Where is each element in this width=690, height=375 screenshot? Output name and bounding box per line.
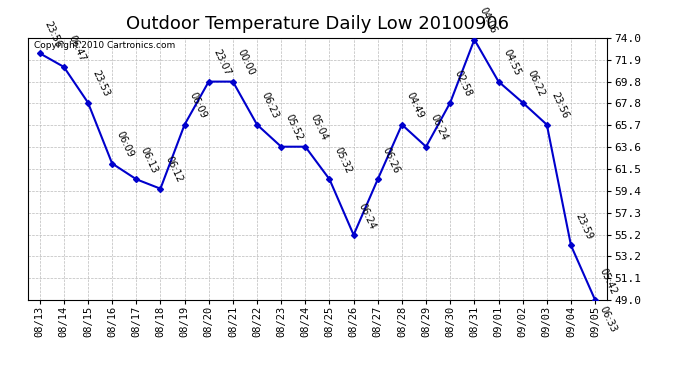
Text: 23:56: 23:56 [43, 20, 63, 49]
Text: 05:04: 05:04 [308, 113, 329, 142]
Text: 00:00: 00:00 [236, 48, 257, 77]
Text: 06:33: 06:33 [598, 304, 619, 333]
Text: 06:23: 06:23 [260, 91, 281, 120]
Text: 06:09: 06:09 [115, 130, 136, 159]
Text: 05:52: 05:52 [284, 113, 305, 142]
Text: 06:13: 06:13 [139, 146, 160, 175]
Text: 06:12: 06:12 [164, 155, 184, 184]
Text: 06:24: 06:24 [429, 113, 450, 142]
Text: 06:47: 06:47 [67, 33, 88, 63]
Text: 23:07: 23:07 [212, 48, 233, 77]
Text: 06:22: 06:22 [526, 69, 546, 98]
Text: Copyright 2010 Cartronics.com: Copyright 2010 Cartronics.com [34, 41, 176, 50]
Text: 05:32: 05:32 [333, 146, 353, 175]
Text: 04:49: 04:49 [405, 91, 426, 120]
Text: 06:26: 06:26 [381, 146, 402, 175]
Text: 23:53: 23:53 [91, 69, 112, 98]
Text: 06:09: 06:09 [188, 91, 208, 120]
Text: 04:06: 04:06 [477, 6, 498, 35]
Text: Outdoor Temperature Daily Low 20100906: Outdoor Temperature Daily Low 20100906 [126, 15, 509, 33]
Text: 23:59: 23:59 [574, 211, 595, 241]
Text: 05:42: 05:42 [598, 266, 619, 296]
Text: 02:58: 02:58 [453, 69, 474, 98]
Text: 06:24: 06:24 [357, 201, 377, 231]
Text: 04:55: 04:55 [502, 48, 522, 77]
Text: 23:56: 23:56 [550, 91, 571, 120]
